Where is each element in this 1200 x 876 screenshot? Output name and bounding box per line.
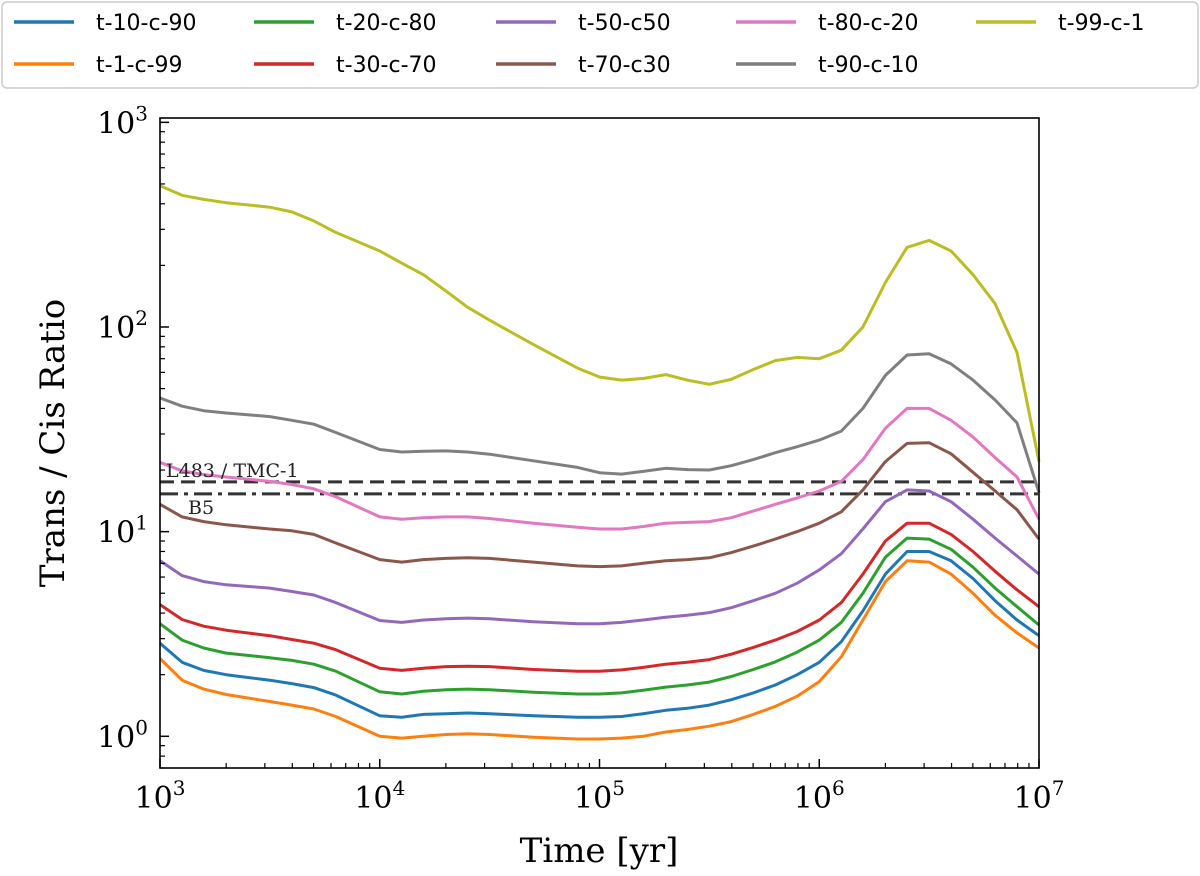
y-tick-label-3: 103 — [97, 101, 148, 141]
series-line-t-30-c-70 — [159, 521, 1040, 673]
legend-label-t-20-c-80: t-20-c-80 — [336, 11, 437, 36]
series-line-t-90-c-10 — [159, 352, 1041, 494]
legend: t-10-c-90 t-1-c-99 t-20-c-80 t-30-c-70 t-50-… — [1, 1, 1199, 89]
plot-area — [160, 118, 1039, 768]
ref-label-b5: B5 — [188, 497, 214, 519]
series-line-t-70-c30 — [159, 441, 1041, 569]
series-line-t-1-c-99 — [158, 559, 1040, 741]
legend-label-t-10-c-90: t-10-c-90 — [96, 11, 197, 36]
legend-label-t-1-c-99: t-1-c-99 — [96, 53, 183, 78]
y-tick-label-1: 101 — [97, 511, 148, 551]
x-tick-label-3: 106 — [794, 776, 845, 816]
series-line-t-10-c-90 — [159, 550, 1040, 719]
y-axis-title: Trans / Cis Ratio — [33, 299, 73, 587]
ref-label-l483: L483 / TMC-1 — [166, 460, 299, 482]
x-tick-label-1: 104 — [354, 776, 405, 816]
legend-label-t-90-c-10: t-90-c-10 — [818, 53, 919, 78]
x-tick-label-2: 105 — [574, 776, 625, 816]
x-axis-title: Time [yr] — [520, 831, 679, 871]
legend-label-t-80-c-20: t-80-c-20 — [818, 11, 919, 36]
legend-label-t-30-c-70: t-30-c-70 — [336, 53, 437, 78]
legend-label-t-50-c50: t-50-c50 — [578, 11, 671, 36]
legend-label-t-99-c-1: t-99-c-1 — [1058, 11, 1145, 36]
series-line-t-99-c-1 — [159, 184, 1041, 462]
x-tick-label-4: 107 — [1014, 776, 1065, 816]
series-line-t-80-c-20 — [159, 406, 1041, 531]
y-tick-label-0: 100 — [97, 715, 148, 755]
y-tick-label-2: 102 — [97, 306, 148, 346]
legend-label-t-70-c30: t-70-c30 — [578, 53, 671, 78]
series-line-t-50-c50 — [159, 488, 1040, 626]
x-tick-label-0: 103 — [135, 776, 186, 816]
series-line-t-20-c-80 — [159, 536, 1040, 696]
